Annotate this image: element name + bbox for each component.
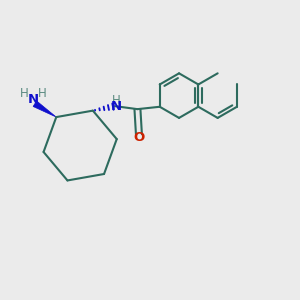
Text: O: O (133, 131, 145, 144)
Text: H: H (112, 94, 120, 107)
Text: N: N (28, 93, 39, 106)
Text: N: N (110, 100, 122, 113)
Text: H: H (38, 87, 47, 101)
Polygon shape (33, 101, 56, 117)
Text: H: H (20, 87, 29, 101)
